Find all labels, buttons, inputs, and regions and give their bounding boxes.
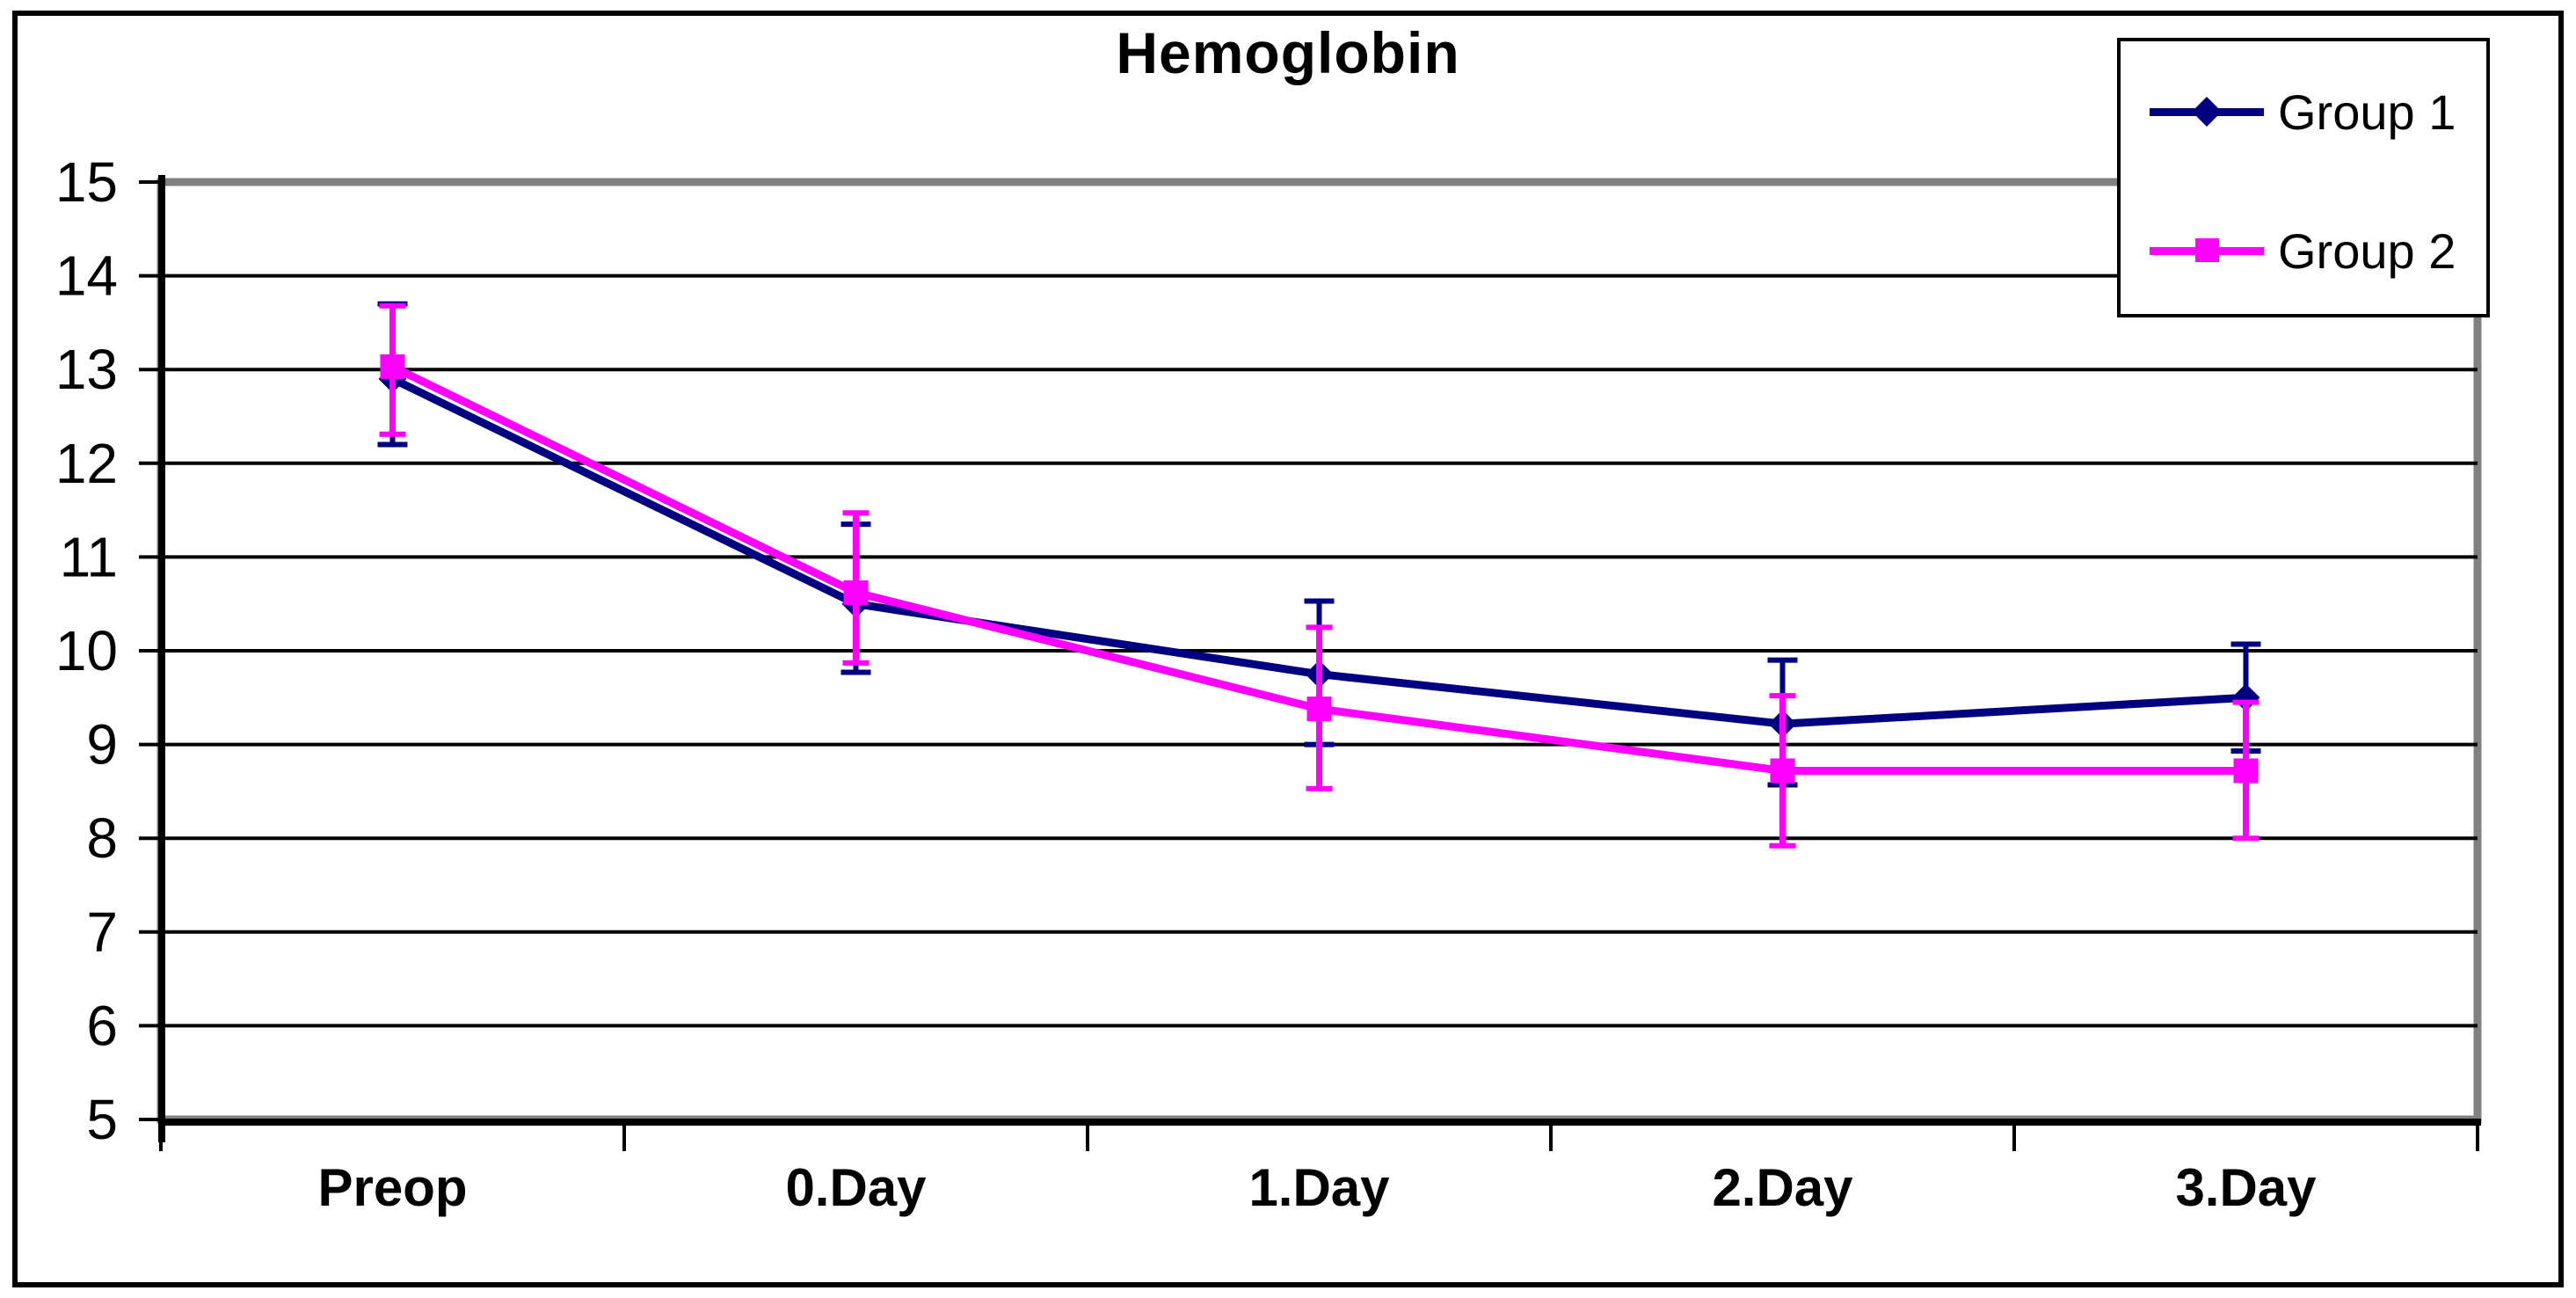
marker-square-group2	[843, 580, 869, 605]
marker-square-group2	[1770, 758, 1795, 784]
legend-line-group2	[2150, 237, 2264, 262]
y-tick-label: 11	[60, 525, 118, 588]
y-tick-label: 7	[86, 901, 118, 964]
marker-square-group2	[380, 354, 405, 380]
legend-label-group1: Group 1	[2278, 84, 2456, 140]
chart-title: Hemoglobin	[1116, 20, 1460, 85]
y-tick-label: 10	[55, 619, 118, 682]
x-category-label: 2.Day	[1712, 1158, 1853, 1217]
x-category-label: 3.Day	[2175, 1158, 2317, 1217]
square-marker-icon	[2195, 237, 2219, 262]
x-category-label: 1.Day	[1248, 1158, 1390, 1217]
y-tick-label: 13	[55, 338, 118, 401]
marker-square-group2	[1306, 696, 1332, 722]
y-tick-label: 9	[86, 713, 118, 777]
diamond-marker-icon	[2192, 96, 2222, 127]
x-category-label: Preop	[317, 1158, 467, 1217]
legend-line-group1	[2150, 96, 2264, 127]
y-tick-label: 15	[55, 150, 118, 214]
y-tick-label: 14	[55, 244, 118, 308]
figure-border	[12, 11, 2564, 1287]
x-category-label: 0.Day	[785, 1158, 927, 1217]
y-tick-label: 8	[86, 806, 118, 870]
legend: Group 1 Group 2	[2117, 38, 2490, 317]
y-tick-label: 6	[86, 994, 118, 1057]
marker-square-group2	[2233, 758, 2259, 784]
y-tick-label: 5	[86, 1088, 118, 1151]
legend-item-group1: Group 1	[2121, 81, 2486, 142]
y-tick-label: 12	[55, 432, 118, 495]
legend-item-group2: Group 2	[2121, 220, 2486, 281]
legend-label-group2: Group 2	[2278, 222, 2456, 279]
